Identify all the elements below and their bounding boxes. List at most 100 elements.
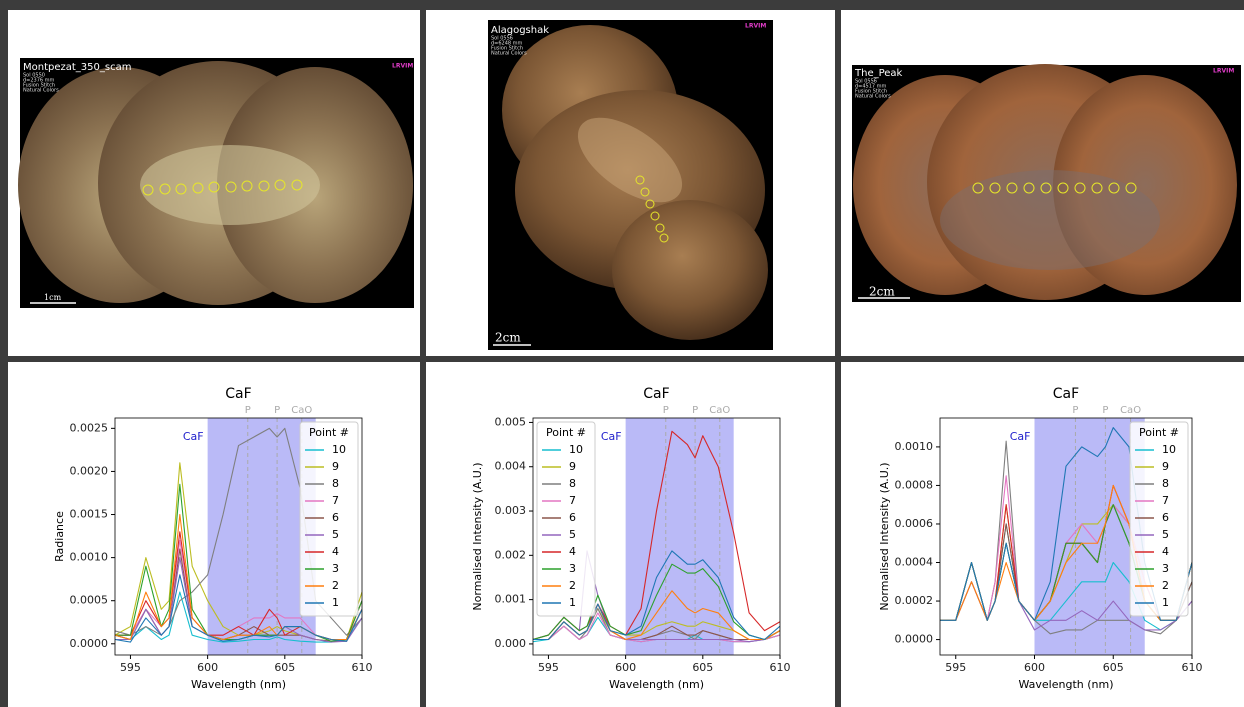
shaded-region bbox=[208, 418, 316, 655]
image-filter: LRVIM bbox=[392, 63, 413, 70]
x-tick-label: 595 bbox=[945, 661, 966, 674]
image-scale: 1cm bbox=[44, 293, 62, 302]
legend-label: 10 bbox=[569, 443, 583, 456]
reference-label: P bbox=[274, 405, 280, 416]
legend-label: 10 bbox=[332, 443, 346, 456]
legend-label: 8 bbox=[569, 477, 576, 490]
shade-label: CaF bbox=[1010, 430, 1031, 443]
legend-label: 1 bbox=[1162, 596, 1169, 609]
y-tick-label: 0.003 bbox=[495, 504, 527, 517]
legend-label: 4 bbox=[1162, 545, 1169, 558]
x-tick-label: 610 bbox=[352, 661, 373, 674]
image-info: Natural Colors bbox=[491, 51, 527, 57]
y-tick-label: 0.005 bbox=[495, 415, 527, 428]
legend-label: 2 bbox=[1162, 579, 1169, 592]
y-tick-label: 0.001 bbox=[495, 593, 527, 606]
x-tick-label: 605 bbox=[1103, 661, 1124, 674]
y-tick-label: 0.0025 bbox=[70, 421, 109, 434]
x-tick-label: 610 bbox=[770, 661, 791, 674]
y-tick-label: 0.0004 bbox=[895, 556, 934, 569]
image-filter: LRVIM bbox=[1213, 68, 1234, 75]
y-tick-label: 0.000 bbox=[495, 637, 527, 650]
shade-label: CaF bbox=[601, 430, 622, 443]
x-tick-label: 605 bbox=[274, 661, 295, 674]
legend-label: 3 bbox=[332, 562, 339, 575]
image-info: Natural Colors bbox=[855, 94, 891, 100]
y-axis-label: Normalised Intensity (A.U.) bbox=[878, 462, 891, 610]
legend-label: 8 bbox=[1162, 477, 1169, 490]
legend-label: 7 bbox=[569, 494, 576, 507]
y-tick-label: 0.0002 bbox=[895, 594, 934, 607]
legend-label: 4 bbox=[569, 545, 576, 558]
y-tick-label: 0.002 bbox=[495, 548, 527, 561]
legend-label: 9 bbox=[1162, 460, 1169, 473]
x-tick-label: 600 bbox=[197, 661, 218, 674]
rock-image: Montpezat_350_scam Sol 0550 d=2376 mm Fu… bbox=[18, 58, 414, 308]
reference-label: P bbox=[1102, 405, 1108, 416]
x-axis-label: Wavelength (nm) bbox=[191, 678, 286, 691]
y-tick-label: 0.0005 bbox=[70, 594, 109, 607]
x-axis-label: Wavelength (nm) bbox=[609, 678, 704, 691]
legend-label: 5 bbox=[332, 528, 339, 541]
legend-label: 3 bbox=[1162, 562, 1169, 575]
y-tick-label: 0.0006 bbox=[895, 517, 934, 530]
x-axis-label: Wavelength (nm) bbox=[1018, 678, 1113, 691]
reference-label: P bbox=[663, 405, 669, 416]
y-tick-label: 0.004 bbox=[495, 460, 527, 473]
x-tick-label: 595 bbox=[538, 661, 559, 674]
x-tick-label: 605 bbox=[692, 661, 713, 674]
legend-label: 6 bbox=[1162, 511, 1169, 524]
legend-label: 2 bbox=[332, 579, 339, 592]
reference-label: P bbox=[692, 405, 698, 416]
legend-box bbox=[1130, 422, 1188, 616]
reference-label: P bbox=[245, 405, 251, 416]
x-tick-label: 595 bbox=[120, 661, 141, 674]
legend-label: 1 bbox=[332, 596, 339, 609]
chart-title: CaF bbox=[643, 386, 669, 402]
reference-label: CaO bbox=[291, 405, 312, 416]
y-tick-label: 0.0000 bbox=[70, 637, 109, 650]
legend-label: 7 bbox=[332, 494, 339, 507]
reference-label: CaO bbox=[1120, 405, 1141, 416]
rock-image: The_Peak Sol 0556 d=4517 mm Fusion Stitc… bbox=[852, 64, 1241, 302]
y-tick-label: 0.0020 bbox=[70, 464, 109, 477]
legend-label: 3 bbox=[569, 562, 576, 575]
image-scale: 2cm bbox=[495, 331, 521, 345]
legend-label: 5 bbox=[1162, 528, 1169, 541]
x-tick-label: 600 bbox=[1024, 661, 1045, 674]
image-title: Alagogshak bbox=[491, 25, 549, 36]
legend-label: 7 bbox=[1162, 494, 1169, 507]
chart-title: CaF bbox=[225, 386, 251, 402]
shade-label: CaF bbox=[183, 430, 204, 443]
y-tick-label: 0.0015 bbox=[70, 508, 109, 521]
chart-title: CaF bbox=[1053, 386, 1079, 402]
figure: Montpezat_350_scam Sol 0550 d=2376 mm Fu… bbox=[0, 0, 1244, 707]
legend-label: 6 bbox=[332, 511, 339, 524]
rock-image: Alagogshak Sol 0556 d=6248 mm Fusion Sti… bbox=[488, 20, 773, 350]
legend-label: 8 bbox=[332, 477, 339, 490]
reference-label: CaO bbox=[709, 405, 730, 416]
legend-label: 2 bbox=[569, 579, 576, 592]
legend-label: 1 bbox=[569, 596, 576, 609]
legend-label: 6 bbox=[569, 511, 576, 524]
reference-label: P bbox=[1072, 405, 1078, 416]
legend-title: Point # bbox=[546, 426, 586, 439]
legend-title: Point # bbox=[1139, 426, 1179, 439]
legend-label: 9 bbox=[332, 460, 339, 473]
legend-label: 10 bbox=[1162, 443, 1176, 456]
y-axis-label: Radiance bbox=[53, 511, 66, 562]
y-tick-label: 0.0000 bbox=[895, 633, 934, 646]
y-tick-label: 0.0010 bbox=[70, 551, 109, 564]
legend-label: 5 bbox=[569, 528, 576, 541]
image-title: Montpezat_350_scam bbox=[23, 62, 131, 73]
y-tick-label: 0.0010 bbox=[895, 440, 934, 453]
x-tick-label: 610 bbox=[1182, 661, 1203, 674]
legend-label: 4 bbox=[332, 545, 339, 558]
image-info: Natural Colors bbox=[23, 88, 59, 94]
image-filter: LRVIM bbox=[745, 23, 766, 30]
y-axis-label: Normalised Intensity (A.U.) bbox=[471, 462, 484, 610]
image-scale: 2cm bbox=[869, 285, 895, 299]
shaded-region bbox=[626, 418, 734, 655]
legend-title: Point # bbox=[309, 426, 349, 439]
legend-box bbox=[300, 422, 358, 616]
